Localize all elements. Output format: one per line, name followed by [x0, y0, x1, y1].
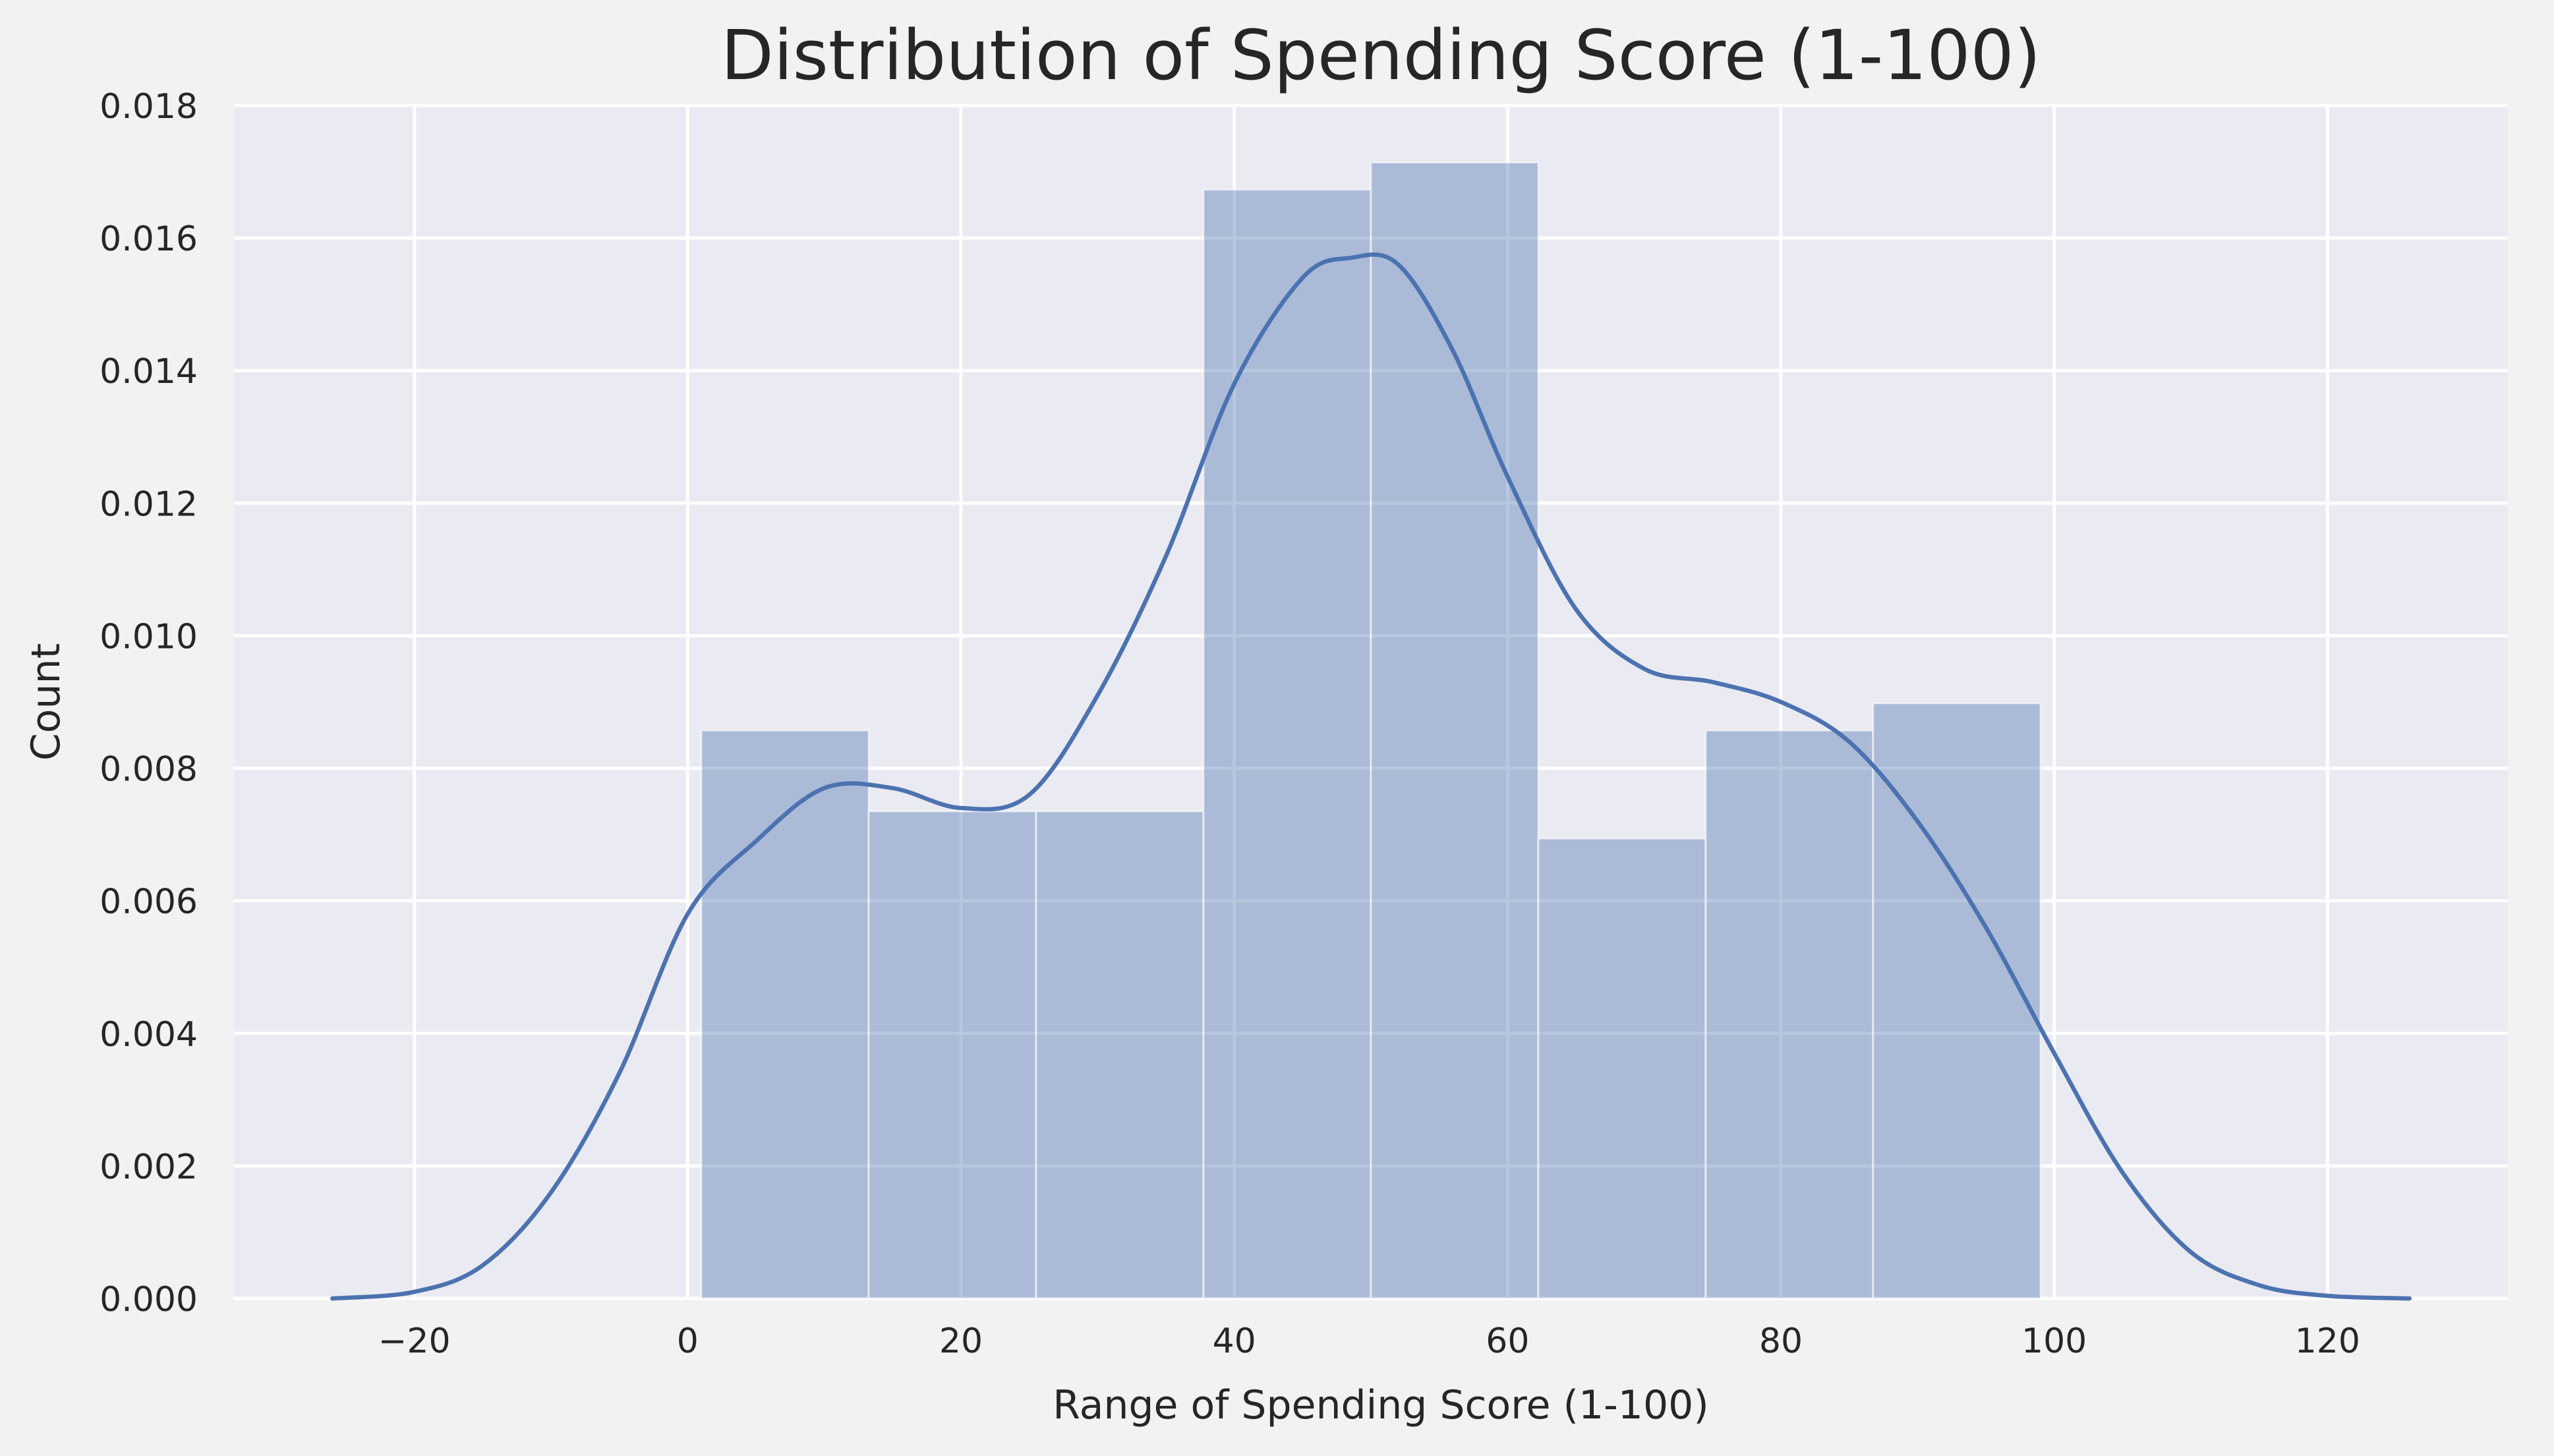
- y-axis-ticks: 0.000 0.002 0.004 0.006 0.008 0.010 0.012 0.014…: [100, 87, 198, 1320]
- x-tick-label: 80: [1759, 1322, 1803, 1361]
- x-tick-label: 120: [2295, 1322, 2360, 1361]
- histogram-bar: [700, 729, 870, 1300]
- histogram-bars: [700, 161, 2042, 1300]
- y-tick-label: 0.010: [100, 617, 198, 656]
- y-tick-label: 0.016: [100, 219, 198, 259]
- kde-density-curve: [330, 252, 2412, 1301]
- chart-title: Distribution of Spending Score (1-100): [721, 15, 2041, 96]
- y-tick-label: 0.006: [100, 883, 198, 922]
- y-tick-label: 0.018: [100, 87, 198, 127]
- x-tick-label: 40: [1213, 1322, 1256, 1361]
- y-tick-label: 0.004: [100, 1015, 198, 1055]
- x-axis-ticks: −20 0 20 40 60 80 100 120: [378, 1322, 2360, 1361]
- y-tick-label: 0.008: [100, 750, 198, 790]
- x-tick-label: 60: [1486, 1322, 1529, 1361]
- x-tick-label: 0: [677, 1322, 699, 1361]
- histogram-bar: [1537, 837, 1707, 1300]
- histogram-bar: [867, 810, 1037, 1300]
- histogram-bar: [1035, 810, 1205, 1300]
- y-tick-label: 0.002: [100, 1148, 198, 1187]
- histogram-bar: [1202, 189, 1372, 1300]
- x-tick-label: 20: [939, 1322, 983, 1361]
- x-axis-label: Range of Spending Score (1-100): [1053, 1382, 1708, 1428]
- histogram-bar: [1370, 161, 1540, 1300]
- y-tick-label: 0.000: [100, 1280, 198, 1320]
- x-tick-label: 100: [2021, 1322, 2087, 1361]
- x-tick-label: −20: [378, 1322, 451, 1361]
- histogram-bar: [1704, 729, 1874, 1300]
- y-tick-label: 0.012: [100, 484, 198, 524]
- y-tick-label: 0.014: [100, 352, 198, 392]
- y-axis-label: Count: [23, 643, 69, 761]
